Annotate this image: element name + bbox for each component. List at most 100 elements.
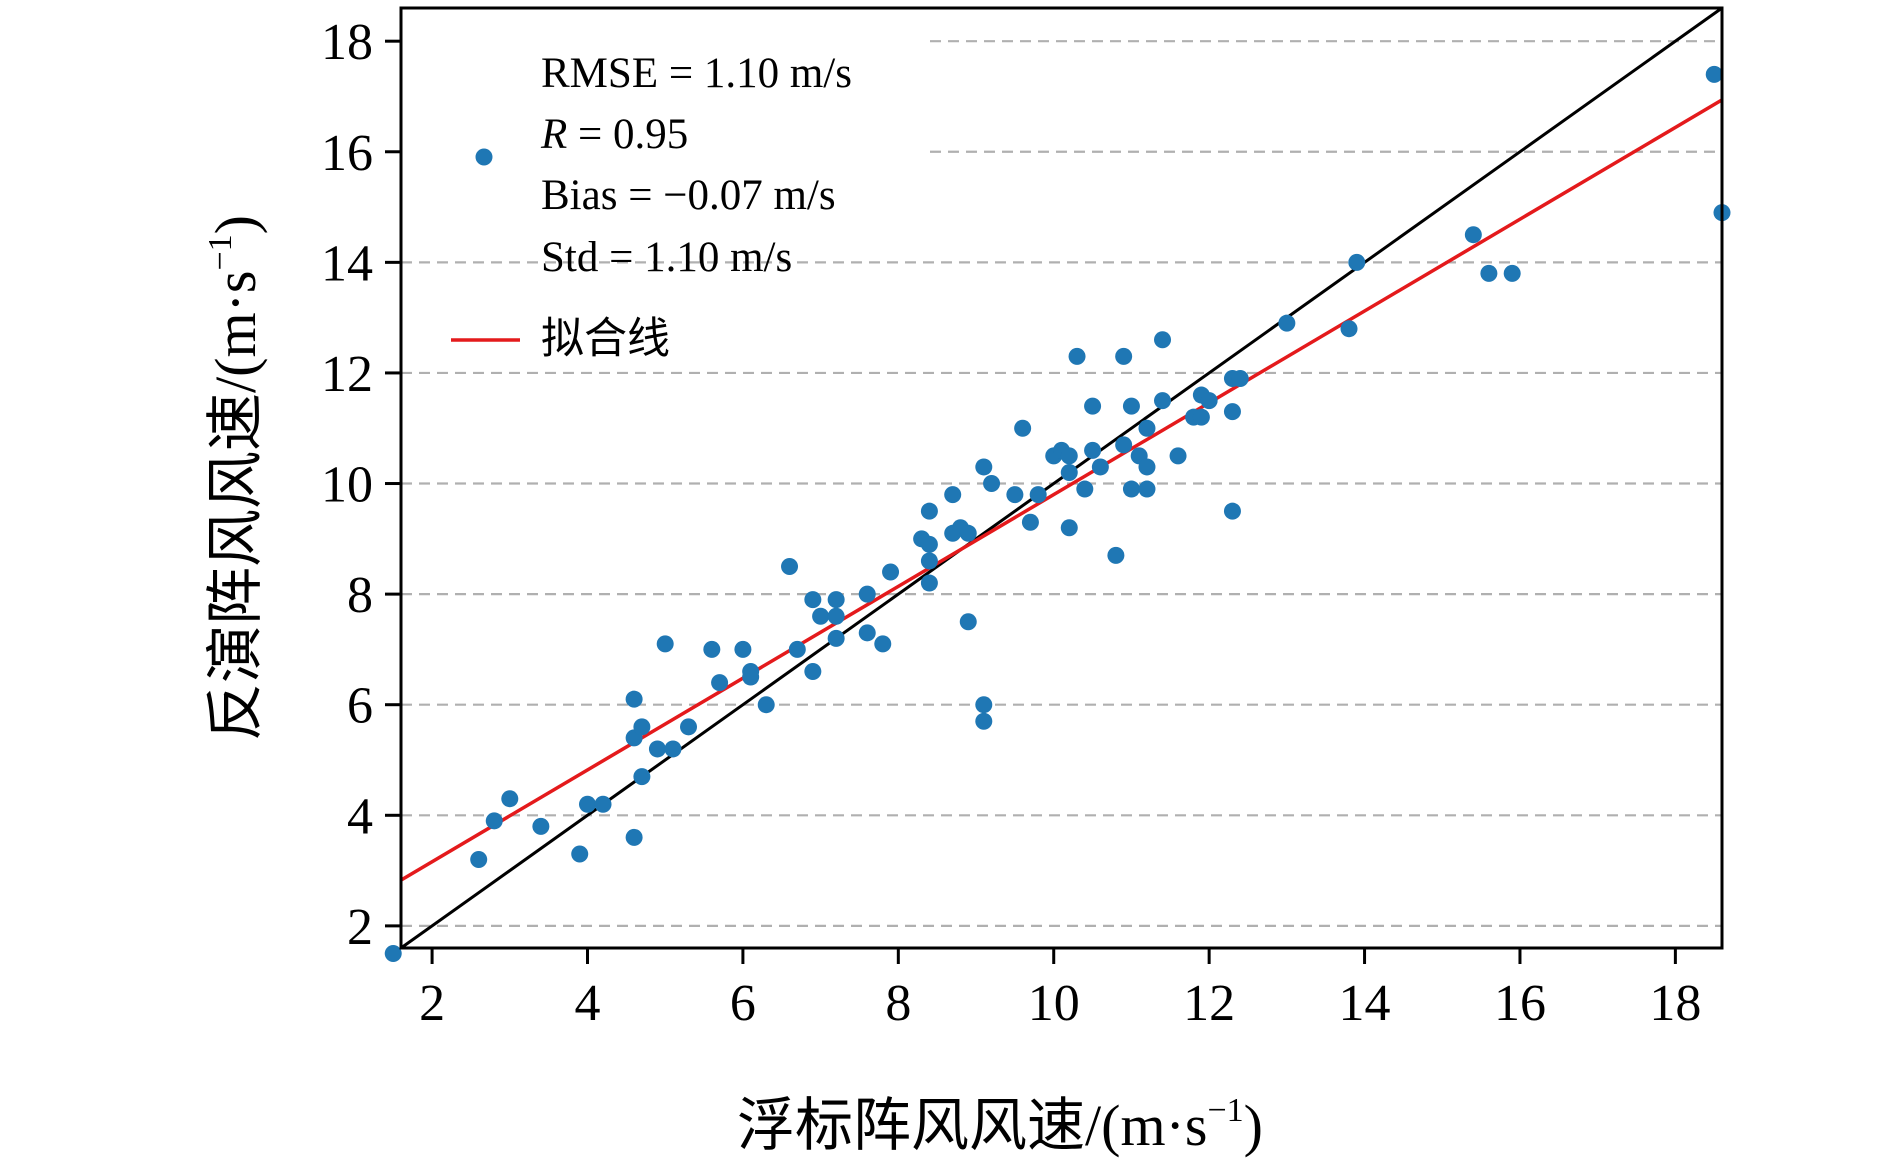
- plot-frame: [399, 6, 1724, 950]
- data-point-65: [1115, 347, 1133, 365]
- x-tick-label-6: 6: [730, 975, 756, 1032]
- data-point-77: [1192, 408, 1210, 426]
- data-point-6: [578, 795, 596, 813]
- x-axis-title-main: 浮标阵风风速/(m·s: [737, 1093, 1207, 1158]
- data-point-57: [1060, 519, 1078, 537]
- data-point-49: [1006, 486, 1024, 504]
- data-point-17: [703, 640, 721, 658]
- data-point-63: [1107, 546, 1125, 564]
- data-point-62: [1091, 458, 1109, 476]
- data-point-30: [827, 629, 845, 647]
- fit-line-group: [400, 98, 1723, 882]
- x-axis-title: 浮标阵风风速/(m·s−1): [737, 1092, 1263, 1158]
- data-point-13: [648, 740, 666, 758]
- y-tick-label-8: 8: [347, 567, 373, 624]
- identity-line-group: [400, 6, 1723, 950]
- data-point-74: [1169, 447, 1187, 465]
- data-point-51: [1021, 513, 1039, 531]
- data-point-5: [571, 845, 589, 863]
- data-point-3: [501, 790, 519, 808]
- data-point-19: [734, 640, 752, 658]
- data-point-55: [1060, 463, 1078, 481]
- data-point-70: [1138, 458, 1156, 476]
- data-point-85: [1348, 253, 1366, 271]
- data-point-69: [1138, 480, 1156, 498]
- data-point-33: [874, 635, 892, 653]
- data-point-88: [1503, 264, 1521, 282]
- data-point-14: [664, 740, 682, 758]
- x-tick-label-14: 14: [1339, 975, 1391, 1032]
- data-point-4: [532, 817, 550, 835]
- y-axis-title-end: ): [203, 215, 268, 234]
- stat-r-symbol: R: [540, 111, 567, 158]
- y-tick-label-14: 14: [321, 235, 373, 292]
- data-point-24: [788, 640, 806, 658]
- y-tick-label-10: 10: [321, 457, 373, 514]
- data-point-22: [757, 696, 775, 714]
- data-point-83: [1278, 314, 1296, 332]
- data-point-8: [625, 828, 643, 846]
- data-point-7: [594, 795, 612, 813]
- data-point-82: [1231, 369, 1249, 387]
- data-point-9: [633, 768, 651, 786]
- data-point-45: [975, 458, 993, 476]
- data-point-46: [975, 696, 993, 714]
- stat-r-value: = 0.95: [567, 111, 688, 158]
- data-point-38: [920, 535, 938, 553]
- identity-line: [400, 6, 1723, 950]
- data-point-15: [656, 635, 674, 653]
- data-point-31: [858, 585, 876, 603]
- data-point-50: [1014, 419, 1032, 437]
- data-point-39: [920, 502, 938, 520]
- data-point-59: [1076, 480, 1094, 498]
- data-point-81: [1223, 502, 1241, 520]
- data-point-67: [1122, 397, 1140, 415]
- y-ticks: 2 4 6 8 10 12 14 16 18: [321, 14, 401, 956]
- data-point-66: [1122, 480, 1140, 498]
- data-point-32: [858, 624, 876, 642]
- data-point-89: [1705, 65, 1723, 83]
- y-tick-label-2: 2: [347, 899, 373, 956]
- x-tick-label-8: 8: [885, 975, 911, 1032]
- y-axis-title-main: 反演阵风风速/(m·s: [203, 271, 268, 741]
- legend: RMSE = 1.10 m/s R = 0.95 Bias = −0.07 m/…: [451, 50, 852, 363]
- y-axis-title: 反演阵风风速/(m·s−1): [202, 215, 268, 741]
- data-point-44: [959, 613, 977, 631]
- x-tick-label-10: 10: [1028, 975, 1080, 1032]
- x-tick-label-2: 2: [419, 975, 445, 1032]
- data-point-60: [1084, 397, 1102, 415]
- data-point-36: [920, 552, 938, 570]
- x-axis-title-sup: −1: [1207, 1092, 1243, 1129]
- grid-lines: [401, 40, 1722, 927]
- data-points: [384, 65, 1731, 963]
- data-point-48: [983, 475, 1001, 493]
- data-point-73: [1154, 331, 1172, 349]
- stat-std: Std = 1.10 m/s: [541, 234, 792, 281]
- data-point-16: [680, 718, 698, 736]
- data-point-47: [975, 712, 993, 730]
- fit-line: [400, 98, 1723, 882]
- data-point-11: [633, 718, 651, 736]
- data-point-29: [827, 607, 845, 625]
- y-tick-label-12: 12: [321, 346, 373, 403]
- data-point-1: [470, 851, 488, 869]
- data-point-87: [1480, 264, 1498, 282]
- x-tick-label-12: 12: [1183, 975, 1235, 1032]
- stat-r: R = 0.95: [540, 111, 688, 158]
- data-point-80: [1223, 403, 1241, 421]
- data-point-26: [804, 663, 822, 681]
- data-point-61: [1084, 441, 1102, 459]
- data-point-34: [882, 563, 900, 581]
- data-point-78: [1200, 392, 1218, 410]
- data-point-52: [1029, 486, 1047, 504]
- x-tick-label-16: 16: [1494, 975, 1546, 1032]
- stat-rmse: RMSE = 1.10 m/s: [541, 50, 852, 97]
- x-tick-label-4: 4: [574, 975, 600, 1032]
- data-point-2: [485, 812, 503, 830]
- data-point-56: [1060, 447, 1078, 465]
- data-point-27: [812, 607, 830, 625]
- y-tick-label-18: 18: [321, 14, 373, 71]
- x-axis-title-end: ): [1244, 1093, 1263, 1158]
- stat-bias: Bias = −0.07 m/s: [541, 172, 836, 219]
- data-point-18: [711, 674, 729, 692]
